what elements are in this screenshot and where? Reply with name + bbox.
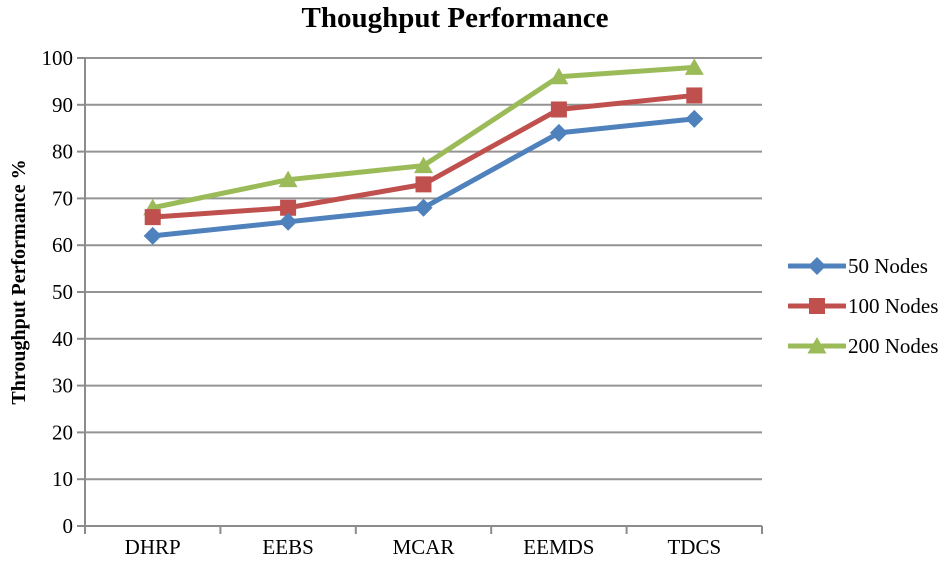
marker-diamond-50-nodes	[414, 198, 433, 217]
marker-diamond-50-nodes	[279, 212, 298, 231]
y-tick-label: 70	[52, 186, 73, 210]
legend: 50 Nodes 100 Nodes 200 Nodes	[788, 253, 938, 359]
marker-square-100-nodes	[550, 101, 567, 118]
x-category-label: DHRP	[125, 535, 181, 559]
y-tick-label: 40	[52, 327, 73, 351]
legend-label: 100 Nodes	[848, 293, 939, 318]
legend-item-50-nodes: 50 Nodes	[788, 253, 938, 279]
y-tick-label: 60	[52, 233, 73, 257]
x-category-label: EEBS	[262, 535, 313, 559]
marker-triangle-200-nodes	[278, 170, 298, 188]
chart-title: Thoughput Performance	[301, 2, 609, 34]
x-category-label: EEMDS	[523, 535, 594, 559]
marker-square-100-nodes	[415, 176, 432, 193]
x-category-label: TDCS	[667, 535, 721, 559]
legend-label: 50 Nodes	[848, 253, 928, 278]
marker-triangle-200-nodes	[549, 67, 569, 85]
x-category-label: MCAR	[393, 535, 455, 559]
legend-item-200-nodes: 200 Nodes	[788, 333, 938, 359]
marker-square-100-nodes	[686, 87, 703, 104]
legend-marker-triangle-icon	[788, 337, 846, 354]
y-tick-label: 90	[52, 93, 73, 117]
legend-marker-square-icon	[788, 298, 846, 314]
marker-triangle-200-nodes	[414, 156, 433, 174]
marker-triangle-200-nodes	[684, 58, 704, 75]
y-tick-label: 80	[52, 140, 73, 164]
legend-item-100-nodes: 100 Nodes	[788, 293, 938, 319]
legend-label: 200 Nodes	[848, 333, 939, 358]
marker-diamond-50-nodes	[549, 123, 568, 142]
y-tick-label: 50	[52, 280, 73, 304]
legend-marker-diamond-icon	[788, 257, 846, 275]
marker-diamond-50-nodes	[685, 109, 704, 128]
y-tick-label: 100	[42, 46, 74, 70]
y-tick-label: 0	[63, 514, 74, 538]
marker-diamond-50-nodes	[143, 226, 162, 245]
y-tick-label: 30	[52, 374, 73, 398]
marker-square-100-nodes	[280, 199, 297, 216]
marker-square-100-nodes	[144, 209, 161, 226]
y-tick-label: 20	[52, 420, 73, 444]
y-tick-label: 10	[52, 467, 73, 491]
